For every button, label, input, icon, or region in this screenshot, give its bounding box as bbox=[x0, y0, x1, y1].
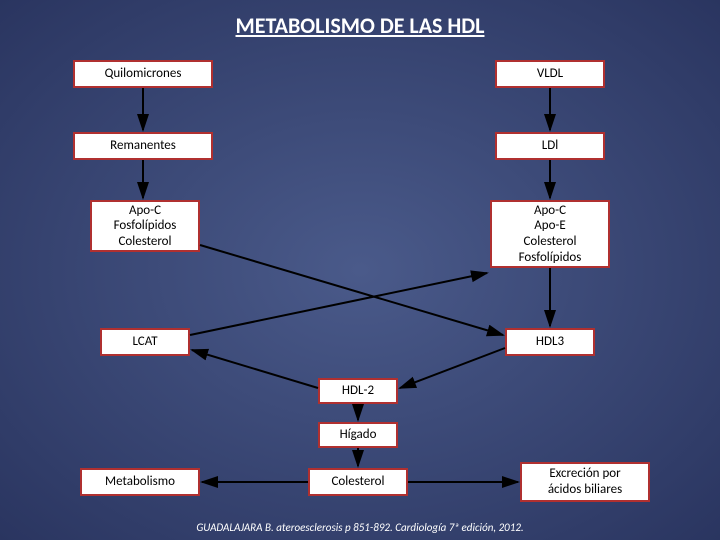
node-quilomicrones: Quilomicrones bbox=[73, 60, 213, 88]
node-ldl: LDl bbox=[495, 132, 605, 160]
node-apoc-right: Apo-C Apo-E Colesterol Fosfolípidos bbox=[490, 200, 610, 268]
node-apoc-left: Apo-C Fosfolípidos Colesterol bbox=[90, 200, 200, 252]
node-hdl3: HDL3 bbox=[505, 328, 595, 356]
page-title: METABOLISMO DE LAS HDL bbox=[0, 12, 720, 39]
node-higado: Hígado bbox=[318, 422, 398, 448]
node-lcat: LCAT bbox=[100, 328, 190, 356]
citation-text: GUADALAJARA B. ateroesclerosis p 851-892… bbox=[0, 521, 720, 534]
node-colesterol: Colesterol bbox=[308, 468, 408, 496]
node-excrecion: Excreción por ácidos biliares bbox=[520, 462, 650, 502]
node-remanentes: Remanentes bbox=[73, 132, 213, 160]
node-hdl2: HDL-2 bbox=[318, 378, 398, 404]
node-metabolismo: Metabolismo bbox=[80, 468, 200, 496]
node-vldl: VLDL bbox=[495, 60, 605, 88]
